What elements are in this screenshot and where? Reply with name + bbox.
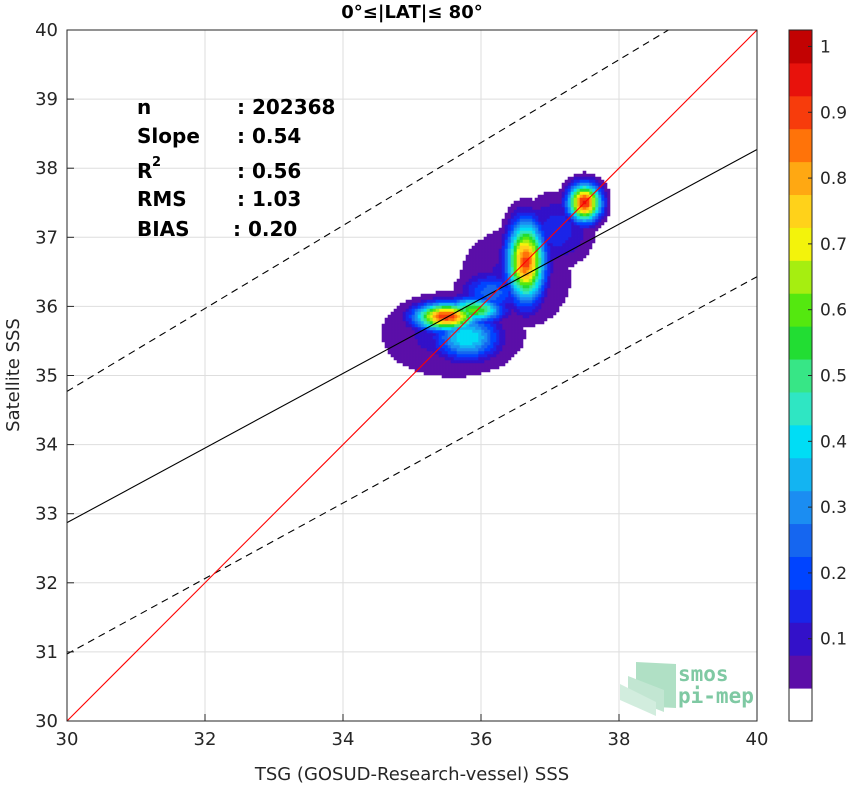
colorbar-tick-label: 0.6 — [820, 301, 847, 321]
colorbar-tick-label: 0.1 — [820, 630, 847, 650]
colorbar-band — [789, 589, 812, 623]
grid — [66, 29, 758, 722]
stat-r2-value: : 0.56 — [237, 159, 301, 183]
colorbar-tick-label: 0.3 — [820, 498, 847, 518]
colorbar-band — [789, 655, 812, 689]
y-tick-label: 35 — [35, 366, 58, 387]
regression-line — [67, 149, 757, 524]
smos-pimep-logo: smos pi-mep — [620, 662, 754, 716]
colorbar-band — [789, 457, 812, 492]
colorbar-tick-label: 0.9 — [820, 103, 847, 123]
logo-line1: smos — [678, 662, 729, 686]
x-tick-label: 30 — [56, 729, 79, 750]
colorbar-ticks: 0.1 0.2 0.3 0.4 0.5 0.6 0.7 0.8 0.9 1 — [808, 37, 847, 650]
colorbar-band — [789, 30, 812, 64]
x-tick-label: 36 — [470, 729, 493, 750]
x-axis-ticks: 30 32 34 36 38 40 — [56, 714, 769, 750]
stats-box: n : 202368 Slope : 0.54 R 2 : 0.56 RMS :… — [137, 95, 335, 241]
y-tick-label: 39 — [35, 89, 58, 110]
colorbar-band — [789, 194, 812, 228]
colorbar-band — [789, 128, 812, 163]
upper-bound-line — [67, 30, 670, 392]
y-tick-label: 36 — [35, 296, 58, 317]
stat-bias-value: : 0.20 — [233, 217, 297, 241]
colorbar-band — [789, 688, 812, 722]
colorbar-band — [789, 95, 812, 130]
colorbar-band — [789, 62, 812, 97]
colorbar-tick-label: 0.8 — [820, 169, 847, 189]
colorbar-band — [789, 293, 812, 327]
colorbar-band — [789, 622, 812, 656]
colorbar-band — [789, 227, 812, 261]
density-level — [432, 206, 593, 325]
colorbar-band — [789, 359, 812, 393]
colorbar-tick-label: 1 — [820, 37, 831, 57]
colorbar-tick-label: 0.2 — [820, 564, 847, 584]
y-axis-ticks: 30 31 32 33 34 35 36 37 38 39 40 — [35, 20, 74, 732]
colorbar-tick-label: 0.4 — [820, 432, 847, 452]
colorbar — [789, 30, 812, 722]
y-tick-label: 31 — [35, 642, 58, 663]
logo-wave-icon — [620, 662, 676, 716]
y-tick-label: 38 — [35, 158, 58, 179]
x-axis-label: TSG (GOSUD-Research-vessel) SSS — [254, 764, 569, 785]
colorbar-band — [789, 490, 812, 525]
y-tick-label: 40 — [35, 20, 58, 41]
identity-line — [67, 30, 757, 721]
y-axis-label: Satellite SSS — [3, 318, 24, 432]
colorbar-tick-label: 0.5 — [820, 367, 847, 387]
stat-rms-label: RMS — [137, 187, 187, 211]
stat-n-label: n — [137, 95, 151, 119]
density-contours — [381, 170, 611, 379]
colorbar-band — [789, 260, 812, 294]
stat-rms-value: : 1.03 — [237, 187, 301, 211]
colorbar-band — [789, 424, 812, 459]
x-tick-label: 40 — [746, 729, 769, 750]
chart-title: 0°≤|LAT|≤ 80° — [341, 2, 482, 23]
stat-slope-label: Slope — [137, 124, 200, 148]
x-tick-label: 32 — [194, 729, 217, 750]
fit-lines — [67, 30, 757, 721]
stat-n-value: : 202368 — [237, 95, 335, 119]
stat-r2-superscript: 2 — [152, 155, 161, 170]
logo-line2: pi-mep — [678, 684, 754, 708]
y-tick-label: 30 — [35, 711, 58, 732]
colorbar-band — [789, 391, 812, 426]
colorbar-band — [789, 523, 812, 557]
colorbar-tick-label: 0.7 — [820, 235, 847, 255]
y-tick-label: 32 — [35, 573, 58, 594]
y-tick-label: 34 — [35, 435, 58, 456]
y-tick-label: 37 — [35, 227, 58, 248]
x-tick-label: 38 — [608, 729, 631, 750]
y-tick-label: 33 — [35, 504, 58, 525]
colorbar-band — [789, 161, 812, 196]
colorbar-band — [789, 326, 812, 360]
stat-slope-value: : 0.54 — [237, 124, 301, 148]
stat-bias-label: BIAS — [137, 217, 190, 241]
colorbar-band — [789, 556, 812, 590]
stat-r2-label: R — [137, 159, 152, 183]
x-tick-label: 34 — [332, 729, 355, 750]
